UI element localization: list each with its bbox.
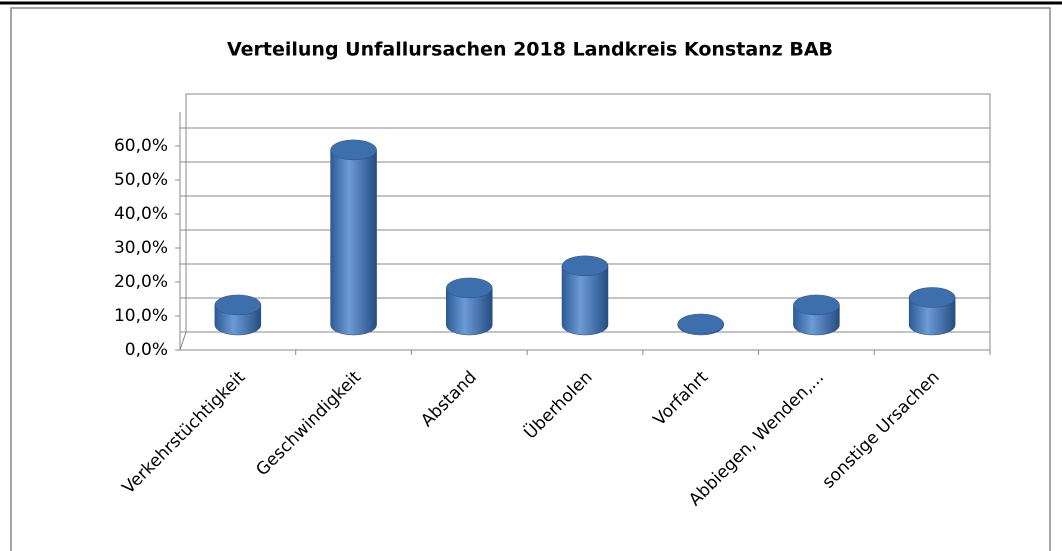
bar-top bbox=[330, 139, 377, 161]
bar-top bbox=[793, 294, 840, 316]
y-tick-label: 50,0% bbox=[114, 170, 168, 190]
bar-top bbox=[677, 313, 724, 335]
bar bbox=[330, 149, 377, 336]
chart-title: Verteilung Unfallursachen 2018 Landkreis… bbox=[227, 39, 833, 61]
floor bbox=[179, 331, 187, 351]
bar bbox=[446, 287, 493, 336]
y-tick-label: 40,0% bbox=[114, 204, 168, 224]
bar-top bbox=[908, 287, 956, 308]
bar-top bbox=[214, 294, 262, 316]
y-tick-label: 30,0% bbox=[114, 238, 168, 258]
y-tick-label: 60,0% bbox=[114, 136, 168, 156]
y-tick-label: 20,0% bbox=[114, 272, 168, 292]
y-tick-label: 10,0% bbox=[114, 306, 168, 326]
y-tick-label: 0,0% bbox=[125, 340, 168, 360]
bar-top bbox=[446, 277, 493, 299]
bar bbox=[908, 297, 956, 336]
bar-top bbox=[561, 255, 609, 277]
bar bbox=[561, 265, 609, 336]
chart-border bbox=[10, 7, 1051, 551]
